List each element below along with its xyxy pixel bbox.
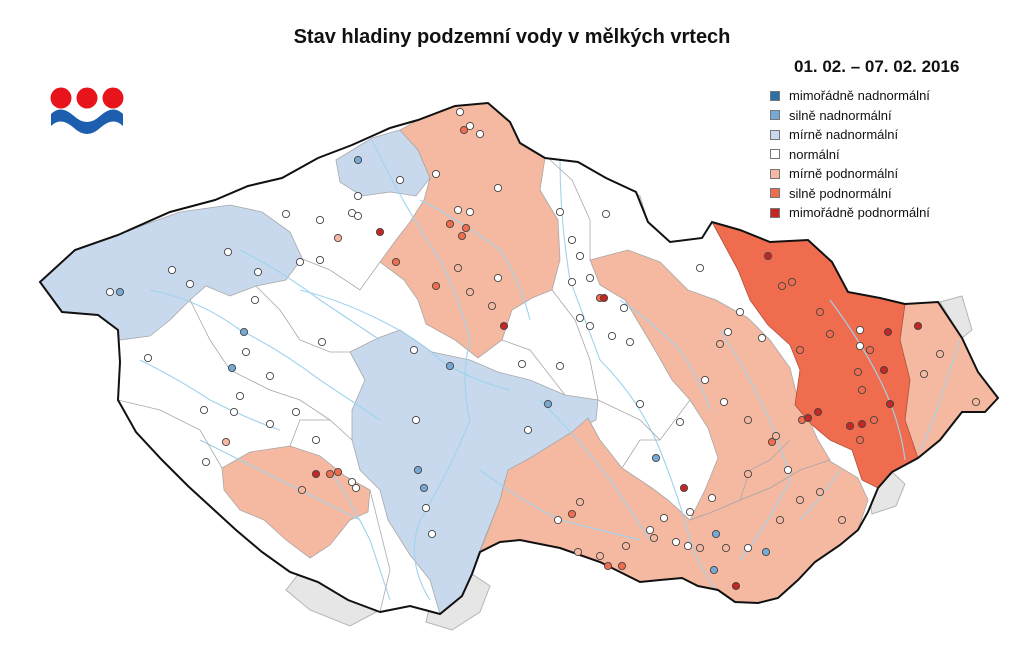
legend-item-strongly-above: silně nadnormální	[770, 106, 930, 126]
legend-item-extremely-below: mimořádně podnormální	[770, 203, 930, 223]
legend-label: mírně podnormální	[789, 166, 899, 182]
legend-label: normální	[789, 146, 840, 162]
legend-swatch	[770, 168, 780, 179]
legend-swatch	[770, 129, 780, 140]
legend-swatch	[770, 90, 780, 101]
legend-item-mildly-above: mírně nadnormální	[770, 125, 930, 145]
legend-item-strongly-below: silně podnormální	[770, 184, 930, 204]
chmi-logo-icon	[50, 87, 124, 134]
neighbouring-area	[285, 179, 973, 631]
legend-label: silně podnormální	[789, 185, 892, 201]
map-title: Stav hladiny podzemní vody v mělkých vrt…	[293, 26, 731, 48]
legend-item-normal: normální	[770, 145, 930, 165]
date-range: 01. 02. – 07. 02. 2016	[794, 57, 960, 76]
legend: mimořádně nadnormální silně nadnormální …	[770, 86, 930, 223]
basin-borders	[117, 157, 791, 613]
state-border	[38, 101, 1000, 616]
legend-label: mírně nadnormální	[789, 127, 899, 143]
region-mildly-above	[40, 129, 599, 614]
legend-item-extremely-above: mimořádně nadnormální	[770, 86, 930, 106]
legend-swatch	[770, 188, 780, 199]
legend-swatch	[770, 207, 780, 218]
legend-item-mildly-below: mírně podnormální	[770, 164, 930, 184]
legend-label: mimořádně podnormální	[789, 205, 930, 221]
region-mildly-below	[221, 103, 998, 604]
legend-label: mimořádně nadnormální	[789, 88, 930, 104]
observation-wells	[105, 107, 981, 591]
legend-swatch	[770, 149, 780, 160]
legend-label: silně nadnormální	[789, 107, 892, 123]
legend-swatch	[770, 110, 780, 121]
